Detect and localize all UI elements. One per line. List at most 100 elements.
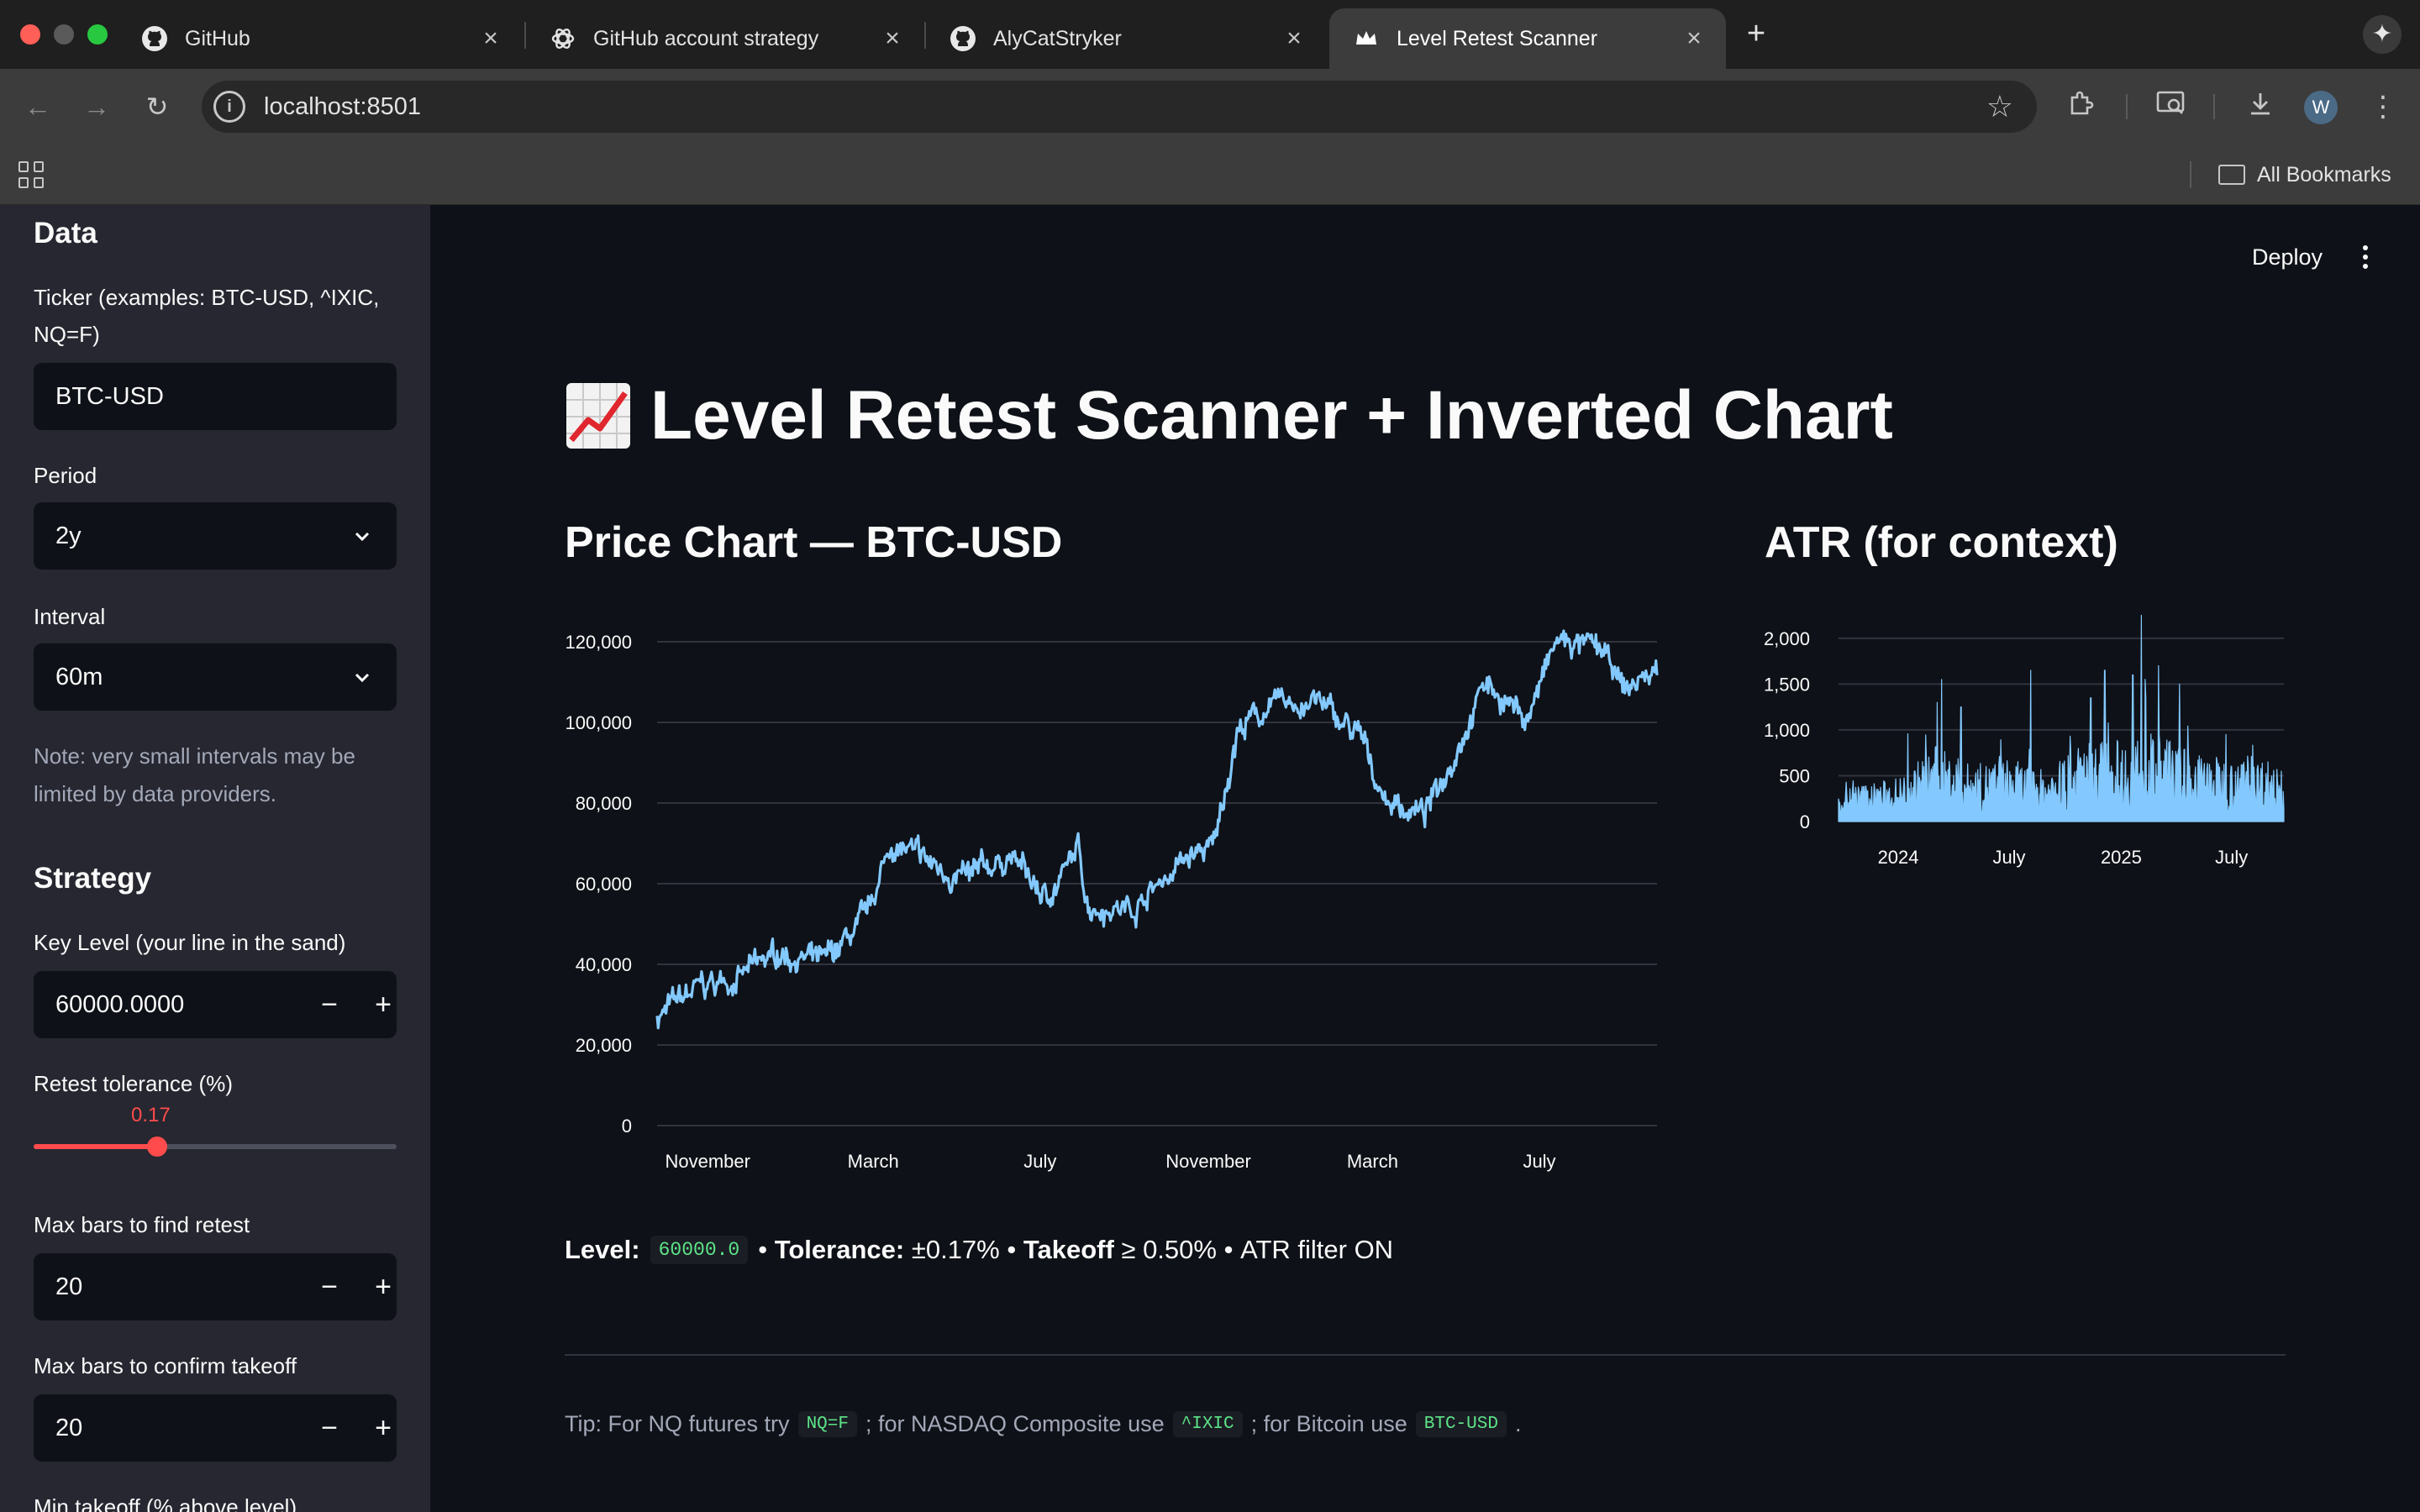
atr-series-area xyxy=(1838,614,2285,822)
tab-title: GitHub xyxy=(185,26,250,50)
apps-grid-icon[interactable] xyxy=(18,161,45,188)
url-text[interactable]: localhost:8501 xyxy=(264,93,422,120)
tip-code-ixic: ^IXIC xyxy=(1172,1411,1243,1437)
retest-tolerance-slider[interactable] xyxy=(34,1137,397,1157)
tab-title: Level Retest Scanner xyxy=(1397,26,1598,50)
browser-tab-bar: GitHub × GitHub account strategy × AlyCa… xyxy=(0,0,2420,69)
slider-value: 0.17 xyxy=(131,1104,171,1126)
y-tick-label: 80,000 xyxy=(576,793,632,814)
decrement-button[interactable]: − xyxy=(321,1412,338,1444)
forward-icon[interactable]: → xyxy=(83,92,110,122)
retest-tolerance-label: Retest tolerance (%) xyxy=(34,1071,233,1096)
tolerance-value: ±0.17% xyxy=(911,1235,1000,1264)
max-bars-takeoff-label: Max bars to confirm takeoff xyxy=(34,1353,297,1378)
close-icon[interactable]: × xyxy=(885,24,900,52)
atr-filter-status: ATR filter ON xyxy=(1240,1235,1394,1264)
openai-icon xyxy=(550,25,576,52)
tab-title: AlyCatStryker xyxy=(993,26,1122,50)
extensions-icon[interactable] xyxy=(2062,89,2099,124)
ticker-input[interactable]: BTC-USD xyxy=(34,363,397,430)
tab-separator xyxy=(924,22,926,49)
main-menu-icon[interactable] xyxy=(2353,239,2378,276)
x-tick-label: July xyxy=(1023,1151,1056,1172)
gemini-icon[interactable]: ✦ xyxy=(2363,15,2402,54)
close-icon[interactable]: × xyxy=(483,24,498,52)
period-value: 2y xyxy=(55,522,82,549)
download-icon[interactable] xyxy=(2242,89,2279,124)
decrement-button[interactable]: − xyxy=(321,989,338,1021)
window-zoom-button[interactable] xyxy=(87,24,108,45)
period-select[interactable]: 2y xyxy=(34,502,397,570)
separator: • xyxy=(1007,1235,1017,1264)
period-label: Period xyxy=(34,463,97,488)
atr-chart[interactable]: 0 500 1,000 1,500 2,000 2024 July 2025 July xyxy=(1756,605,2294,882)
tab-title: GitHub account strategy xyxy=(593,26,819,50)
close-icon[interactable]: × xyxy=(1686,24,1702,52)
x-tick-label: 2024 xyxy=(1878,847,1919,868)
interval-value: 60m xyxy=(55,664,103,690)
interval-select[interactable]: 60m xyxy=(34,643,397,711)
increment-button[interactable]: + xyxy=(375,1412,392,1444)
x-tick-label: November xyxy=(1165,1151,1250,1172)
address-bar[interactable]: i localhost:8501 ☆ xyxy=(202,81,2037,133)
chevron-down-icon xyxy=(355,673,370,683)
bookmark-star-icon[interactable]: ☆ xyxy=(1986,89,2013,123)
new-tab-button[interactable]: + xyxy=(1746,16,1766,51)
x-tick-label: July xyxy=(2215,847,2248,868)
bookmarks-bar: All Bookmarks xyxy=(0,144,2420,205)
tip-code-btc: BTC-USD xyxy=(1415,1411,1507,1437)
page-title: Level Retest Scanner + Inverted Chart xyxy=(565,376,1893,455)
interval-label: Interval xyxy=(34,604,106,629)
y-tick-label: 2,000 xyxy=(1764,628,1810,649)
price-series-line xyxy=(655,629,1659,1030)
profile-avatar[interactable]: W xyxy=(2304,91,2338,124)
level-code: 60000.0 xyxy=(650,1236,749,1264)
streamlit-crown-icon xyxy=(1353,25,1380,52)
y-tick-label: 100,000 xyxy=(565,712,632,733)
y-tick-label: 0 xyxy=(622,1116,632,1137)
decrement-button[interactable]: − xyxy=(321,1271,338,1303)
key-level-value[interactable]: 60000.0000 xyxy=(55,991,185,1018)
takeoff-label: Takeoff xyxy=(1023,1235,1114,1264)
max-bars-retest-label: Max bars to find retest xyxy=(34,1212,250,1237)
min-takeoff-label: Min takeoff (% above level) xyxy=(34,1494,297,1512)
window-close-button[interactable] xyxy=(20,24,40,45)
increment-button[interactable]: + xyxy=(375,1271,392,1303)
max-bars-retest-input[interactable]: 20 − + xyxy=(34,1253,397,1320)
level-summary: Level: 60000.0 • Tolerance: ±0.17% • Tak… xyxy=(565,1235,1393,1265)
chart-increasing-icon xyxy=(566,383,630,449)
browser-tab-alycatstryker[interactable]: AlyCatStryker × xyxy=(926,8,1326,69)
y-tick-label: 1,500 xyxy=(1764,674,1810,695)
takeoff-value: ≥ 0.50% xyxy=(1121,1235,1217,1264)
max-bars-retest-value[interactable]: 20 xyxy=(55,1273,83,1300)
price-chart[interactable]: 0 20,000 40,000 60,000 80,000 100,000 120,000 N… xyxy=(555,605,1672,1184)
max-bars-takeoff-value[interactable]: 20 xyxy=(55,1415,83,1441)
site-info-icon[interactable]: i xyxy=(213,91,245,123)
close-icon[interactable]: × xyxy=(1286,24,1302,52)
browser-tab-level-retest-scanner[interactable]: Level Retest Scanner × xyxy=(1329,8,1726,69)
all-bookmarks-button[interactable]: All Bookmarks xyxy=(2218,158,2391,192)
interval-note: Note: very small intervals may be limite… xyxy=(34,743,355,806)
tip-part: ; for NASDAQ Composite use xyxy=(865,1411,1165,1436)
key-level-input[interactable]: 60000.0000 − + xyxy=(34,971,397,1038)
slider-fill xyxy=(34,1144,157,1149)
increment-button[interactable]: + xyxy=(375,989,392,1021)
deploy-button[interactable]: Deploy xyxy=(2251,244,2323,270)
reload-icon[interactable]: ↻ xyxy=(145,92,169,122)
price-chart-title: Price Chart — BTC-USD xyxy=(565,518,1063,567)
browser-menu-icon[interactable]: ⋮ xyxy=(2369,91,2397,123)
x-tick-label: July xyxy=(1992,847,2025,868)
ticker-value[interactable]: BTC-USD xyxy=(55,383,164,410)
browser-tab-github[interactable]: GitHub × xyxy=(118,8,523,69)
cast-search-icon[interactable] xyxy=(2153,89,2190,124)
separator: • xyxy=(1223,1235,1234,1264)
tip-part: . xyxy=(1514,1411,1522,1436)
back-icon[interactable]: ← xyxy=(24,92,51,122)
y-tick-label: 20,000 xyxy=(576,1035,632,1056)
browser-tab-github-account-strategy[interactable]: GitHub account strategy × xyxy=(526,8,924,69)
window-minimize-button[interactable] xyxy=(54,24,74,45)
toolbar-divider xyxy=(2126,94,2128,119)
tip-text: Tip: For NQ futures try NQ=F ; for NASDA… xyxy=(565,1411,1521,1437)
slider-thumb[interactable] xyxy=(146,1137,167,1157)
max-bars-takeoff-input[interactable]: 20 − + xyxy=(34,1394,397,1462)
